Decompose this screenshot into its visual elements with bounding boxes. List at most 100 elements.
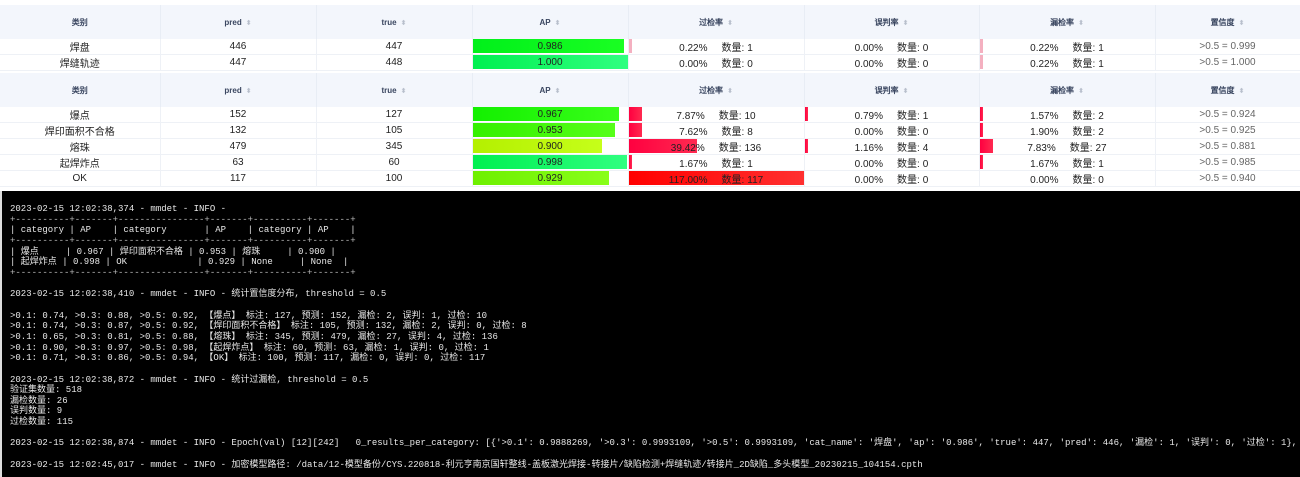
cell-true: 448 xyxy=(385,57,403,68)
column-header[interactable]: pred ⬍ xyxy=(160,73,317,107)
column-label: 误判率 xyxy=(874,85,899,95)
column-label: 类别 xyxy=(71,17,88,27)
miss-count: 27 xyxy=(1095,143,1107,154)
table-row: 熔珠 479 345 0.900 39.42% 数量: 136 1.16% 数量: 4 7.83% 数… xyxy=(0,138,1300,155)
over-rate: 1.67% xyxy=(679,159,708,170)
cell-cat: 焊印面积不合格 xyxy=(44,127,115,138)
miss-rate-bar xyxy=(979,155,983,169)
log-line: 漏检数量: 26 xyxy=(10,395,68,406)
column-header[interactable]: 漏检率 ⬍ xyxy=(979,5,1156,39)
table-cell: 1.90% 数量: 2 xyxy=(979,122,1156,139)
column-header[interactable]: AP ⬍ xyxy=(472,5,629,39)
count-label: 数量: xyxy=(721,59,745,70)
sort-icon[interactable]: ⬍ xyxy=(554,19,561,27)
over-rate-bar xyxy=(628,107,643,121)
metrics-table-2: 类别 pred ⬍ true ⬍ AP ⬍ 过检率 ⬍ 误判率 ⬍ 漏检率 ⬍ 置信度 ⬍ 爆点 152 127 0… xyxy=(0,73,1300,187)
table-row: 起焊炸点 63 60 0.998 1.67% 数量: 1 0.00% 数量: 0 1.67% 数量: 1… xyxy=(0,154,1300,171)
column-header[interactable]: 类别 xyxy=(0,73,161,107)
table-cell: 焊盘 xyxy=(0,39,161,55)
miss-rate-bar xyxy=(979,55,983,69)
miss-rate: 1.57% xyxy=(1030,111,1059,122)
sort-icon[interactable]: ⬍ xyxy=(400,19,407,27)
table-cell: 479 xyxy=(160,138,317,155)
miss-rate-bar xyxy=(979,123,983,137)
table-cell: >0.5 = 0.924 xyxy=(1155,107,1300,123)
log-line: | category | AP | category | AP | catego… xyxy=(10,225,356,236)
log-line: +----------+-------+----------------+---… xyxy=(10,267,356,278)
column-header[interactable]: 误判率 ⬍ xyxy=(804,73,980,107)
over-count: 1 xyxy=(747,159,753,170)
sort-icon[interactable]: ⬍ xyxy=(1238,19,1245,27)
table-cell: 1.67% 数量: 1 xyxy=(979,154,1156,171)
table-cell: 447 xyxy=(160,54,317,71)
count-label: 数量: xyxy=(897,159,920,170)
column-header[interactable]: 类别 xyxy=(0,5,161,39)
table-row: 焊盘 446 447 0.986 0.22% 数量: 1 0.00% 数量: 0 0.22% 数量: 1… xyxy=(0,39,1300,55)
miss-count: 2 xyxy=(1098,127,1104,138)
table-cell: 0.998 xyxy=(472,154,629,171)
cell-pred: 479 xyxy=(229,141,247,152)
miss-rate: 0.22% xyxy=(1030,43,1059,54)
ap-bar xyxy=(472,107,619,121)
mis-count: 4 xyxy=(922,143,929,154)
sort-icon[interactable]: ⬍ xyxy=(1078,87,1084,95)
sort-icon[interactable]: ⬍ xyxy=(727,87,733,95)
log-line: >0.1: 0.90, >0.3: 0.97, >0.5: 0.98, 【起焊炸… xyxy=(10,342,489,353)
miss-rate: 1.90% xyxy=(1030,127,1059,138)
table-cell: 63 xyxy=(160,154,317,171)
sort-icon[interactable]: ⬍ xyxy=(245,87,252,95)
log-line: >0.1: 0.65, >0.3: 0.81, >0.5: 0.88, 【熔珠】… xyxy=(10,331,498,342)
terminal-log[interactable]: 2023-02-15 12:02:38,374 - mmdet - INFO -… xyxy=(0,191,1300,477)
count-label: 数量: xyxy=(1072,59,1096,70)
metrics-table-1: 类别 pred ⬍ true ⬍ AP ⬍ 过检率 ⬍ 误判率 ⬍ 漏检率 ⬍ 置信度 ⬍ 焊盘 446 447 0… xyxy=(0,5,1300,71)
table-cell: 60 xyxy=(316,154,473,171)
column-header[interactable]: 误判率 ⬍ xyxy=(804,5,980,39)
column-header[interactable]: 过检率 ⬍ xyxy=(628,5,805,39)
column-header[interactable]: 置信度 ⬍ xyxy=(1155,5,1300,39)
header-row: 类别 pred ⬍ true ⬍ AP ⬍ 过检率 ⬍ 误判率 ⬍ 漏检率 ⬍ 置信度 ⬍ xyxy=(0,73,1300,107)
column-header[interactable]: pred ⬍ xyxy=(160,5,317,39)
ap-bar xyxy=(472,39,624,53)
ap-bar xyxy=(472,55,628,69)
column-label: 误判率 xyxy=(874,17,899,27)
confidence-value: >0.5 = 0.940 xyxy=(1199,173,1256,184)
cell-true: 60 xyxy=(388,157,400,168)
ap-value: 1.000 xyxy=(537,57,563,68)
sort-icon[interactable]: ⬍ xyxy=(1078,19,1084,27)
count-label: 数量: xyxy=(897,111,920,122)
mis-rate: 0.00% xyxy=(854,59,883,70)
sort-icon[interactable]: ⬍ xyxy=(902,19,909,27)
table-cell: 132 xyxy=(160,122,317,139)
sort-icon[interactable]: ⬍ xyxy=(727,19,733,27)
table-cell: 152 xyxy=(160,107,317,123)
sort-icon[interactable]: ⬍ xyxy=(400,87,407,95)
table-cell: 0.986 xyxy=(472,39,629,55)
column-header[interactable]: 置信度 ⬍ xyxy=(1155,73,1300,107)
sort-icon[interactable]: ⬍ xyxy=(554,87,561,95)
column-header[interactable]: true ⬍ xyxy=(316,5,473,39)
over-count: 136 xyxy=(744,143,762,154)
sort-icon[interactable]: ⬍ xyxy=(1238,87,1245,95)
over-count: 117 xyxy=(747,175,764,186)
column-header[interactable]: true ⬍ xyxy=(316,73,473,107)
ap-value: 0.929 xyxy=(537,173,563,184)
cell-true: 127 xyxy=(385,109,403,120)
column-header[interactable]: 过检率 ⬍ xyxy=(628,73,805,107)
sort-icon[interactable]: ⬍ xyxy=(245,19,252,27)
cell-cat: 爆点 xyxy=(69,111,90,122)
count-label: 数量: xyxy=(1072,127,1096,138)
count-label: 数量: xyxy=(897,175,920,186)
confidence-value: >0.5 = 0.985 xyxy=(1199,157,1256,168)
column-header[interactable]: 漏检率 ⬍ xyxy=(979,73,1156,107)
count-label: 数量: xyxy=(721,43,745,54)
column-header[interactable]: AP ⬍ xyxy=(472,73,629,107)
cell-pred: 447 xyxy=(229,57,247,68)
table-cell: 447 xyxy=(316,39,473,55)
miss-rate: 1.67% xyxy=(1030,159,1059,170)
log-line: >0.1: 0.71, >0.3: 0.86, >0.5: 0.94, 【OK】… xyxy=(10,353,486,364)
cell-true: 100 xyxy=(385,173,403,184)
sort-icon[interactable]: ⬍ xyxy=(902,87,909,95)
table-cell: 0.953 xyxy=(472,122,629,139)
count-label: 数量: xyxy=(1072,43,1096,54)
count-label: 数量: xyxy=(718,143,742,154)
